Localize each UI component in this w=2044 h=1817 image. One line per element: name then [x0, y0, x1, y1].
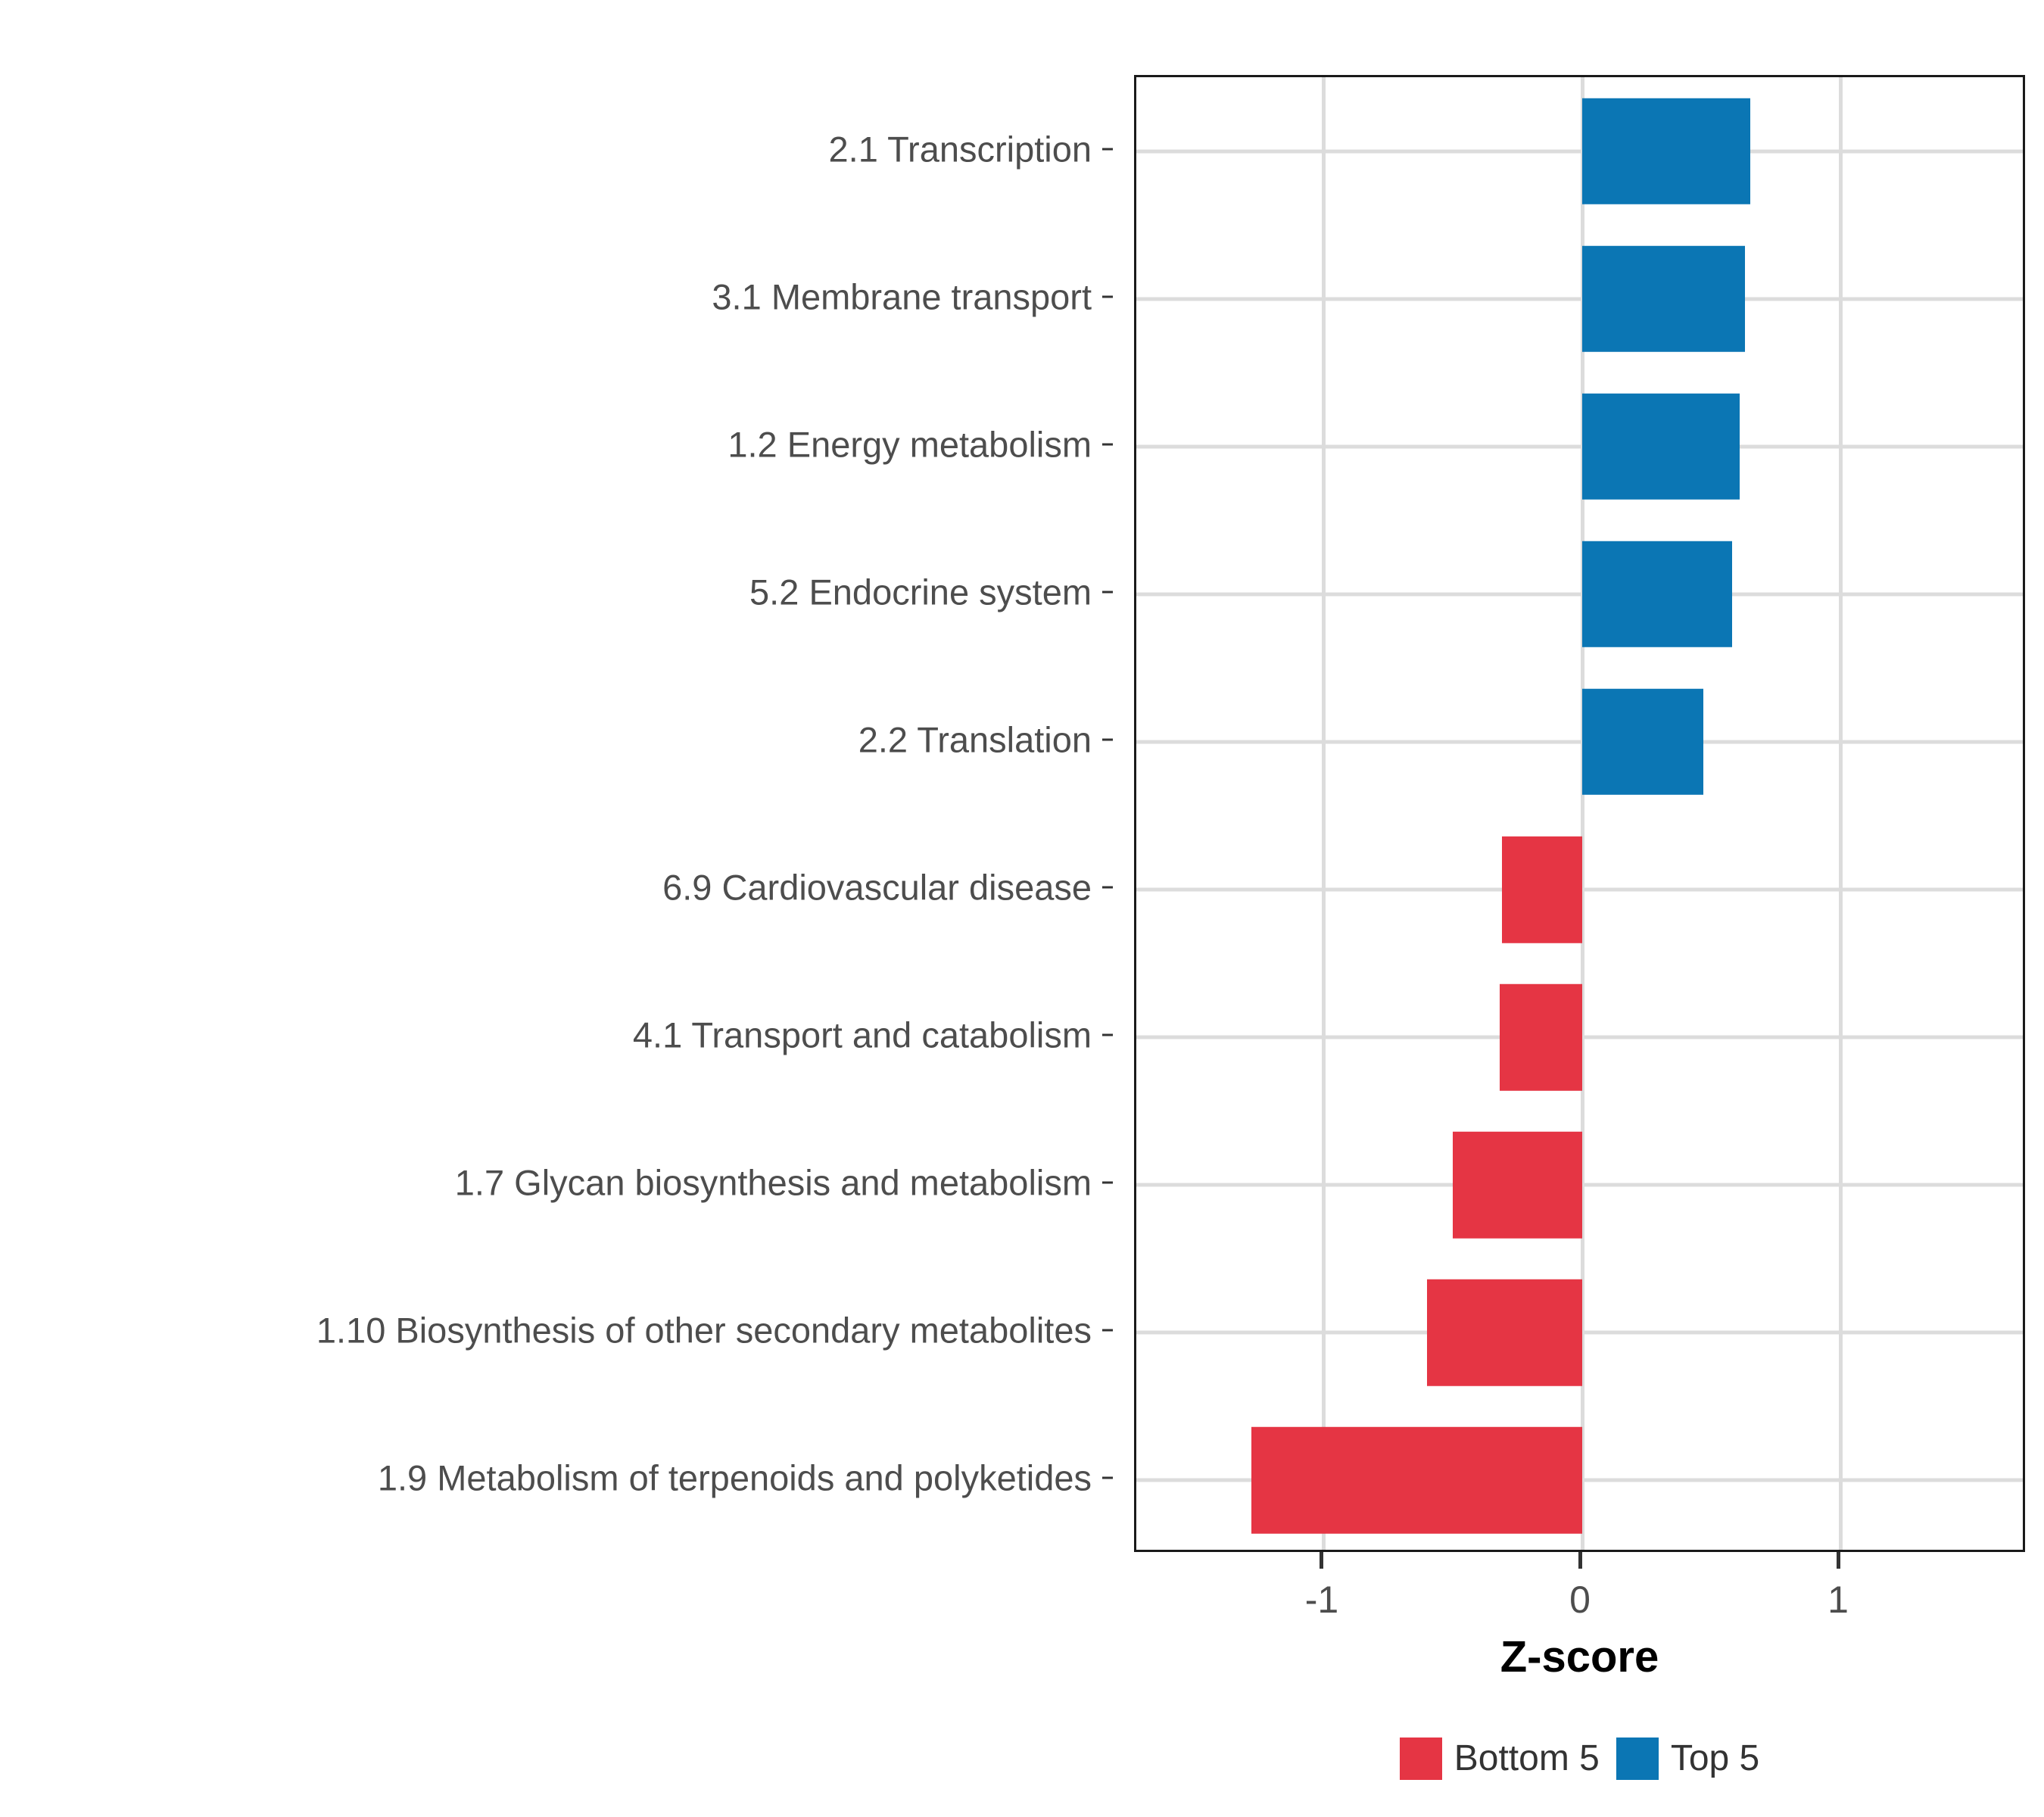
bar	[1582, 393, 1740, 500]
y-axis-tick-label: 2.2 Translation	[858, 719, 1092, 760]
bar	[1582, 245, 1745, 352]
x-axis-tick-mark	[1320, 1552, 1324, 1569]
y-axis-tick-label: 1.9 Metabolism of terpenoids and polyket…	[377, 1457, 1092, 1498]
legend-swatch	[1616, 1738, 1659, 1780]
vertical-gridline	[1838, 77, 1843, 1550]
x-axis-title: Z-score	[1134, 1632, 2025, 1682]
horizontal-gridline	[1136, 297, 2023, 301]
x-axis-tick-mark	[1578, 1552, 1582, 1569]
y-axis-tick-label: 5.2 Endocrine system	[749, 572, 1092, 612]
y-axis-tick-label: 3.1 Membrane transport	[712, 276, 1092, 317]
legend-label: Top 5	[1670, 1738, 1760, 1778]
y-axis-tick-label: 2.1 Transcription	[828, 129, 1092, 170]
legend: Bottom 5 Top 5	[1134, 1738, 2025, 1780]
y-axis-tick-label: 6.9 Cardiovascular disease	[662, 867, 1092, 908]
y-axis-tick-mark	[1102, 738, 1113, 741]
bar	[1499, 983, 1582, 1091]
y-axis-tick-label: 4.1 Transport and catabolism	[632, 1014, 1092, 1055]
y-axis-tick-mark	[1102, 1033, 1113, 1036]
horizontal-gridline	[1136, 592, 2023, 597]
y-axis-tick-label: 1.2 Energy metabolism	[728, 424, 1092, 465]
vertical-gridline	[1580, 77, 1584, 1550]
legend-item[interactable]: Bottom 5	[1399, 1738, 1600, 1780]
x-axis-tick-label: 0	[1569, 1579, 1591, 1621]
bar	[1582, 541, 1732, 648]
y-axis-tick-mark	[1102, 148, 1113, 151]
bar	[1453, 1132, 1582, 1239]
y-axis-tick-mark	[1102, 1476, 1113, 1479]
y-axis-tick-mark	[1102, 1329, 1113, 1332]
y-axis-tick-label: 1.7 Glycan biosynthesis and metabolism	[454, 1162, 1092, 1203]
bar	[1251, 1427, 1582, 1534]
x-axis-tick-label: 1	[1827, 1579, 1849, 1621]
bar	[1502, 836, 1582, 943]
horizontal-gridline	[1136, 444, 2023, 449]
y-axis-tick-mark	[1102, 443, 1113, 446]
x-axis-tick-mark	[1836, 1552, 1840, 1569]
y-axis-tick-label: 1.10 Biosynthesis of other secondary met…	[316, 1310, 1092, 1351]
y-axis-tick-mark	[1102, 1181, 1113, 1184]
bar	[1427, 1279, 1582, 1386]
bar	[1582, 688, 1704, 796]
horizontal-gridline	[1136, 149, 2023, 154]
bar	[1582, 98, 1750, 204]
legend-swatch	[1399, 1738, 1442, 1780]
y-axis-tick-mark	[1102, 886, 1113, 889]
y-axis-category-labels: 2.1 Transcription 3.1 Membrane transport 1…	[0, 75, 1113, 1552]
x-axis-title-label: Z-score	[1500, 1632, 1659, 1681]
plot-panel	[1134, 75, 2025, 1552]
x-axis-tick-label: -1	[1304, 1579, 1339, 1621]
legend-label: Bottom 5	[1454, 1738, 1600, 1778]
vertical-gridline	[1322, 77, 1326, 1550]
y-axis-tick-mark	[1102, 591, 1113, 594]
y-axis-tick-mark	[1102, 295, 1113, 298]
legend-item[interactable]: Top 5	[1616, 1738, 1759, 1780]
horizontal-gridline	[1136, 740, 2023, 744]
